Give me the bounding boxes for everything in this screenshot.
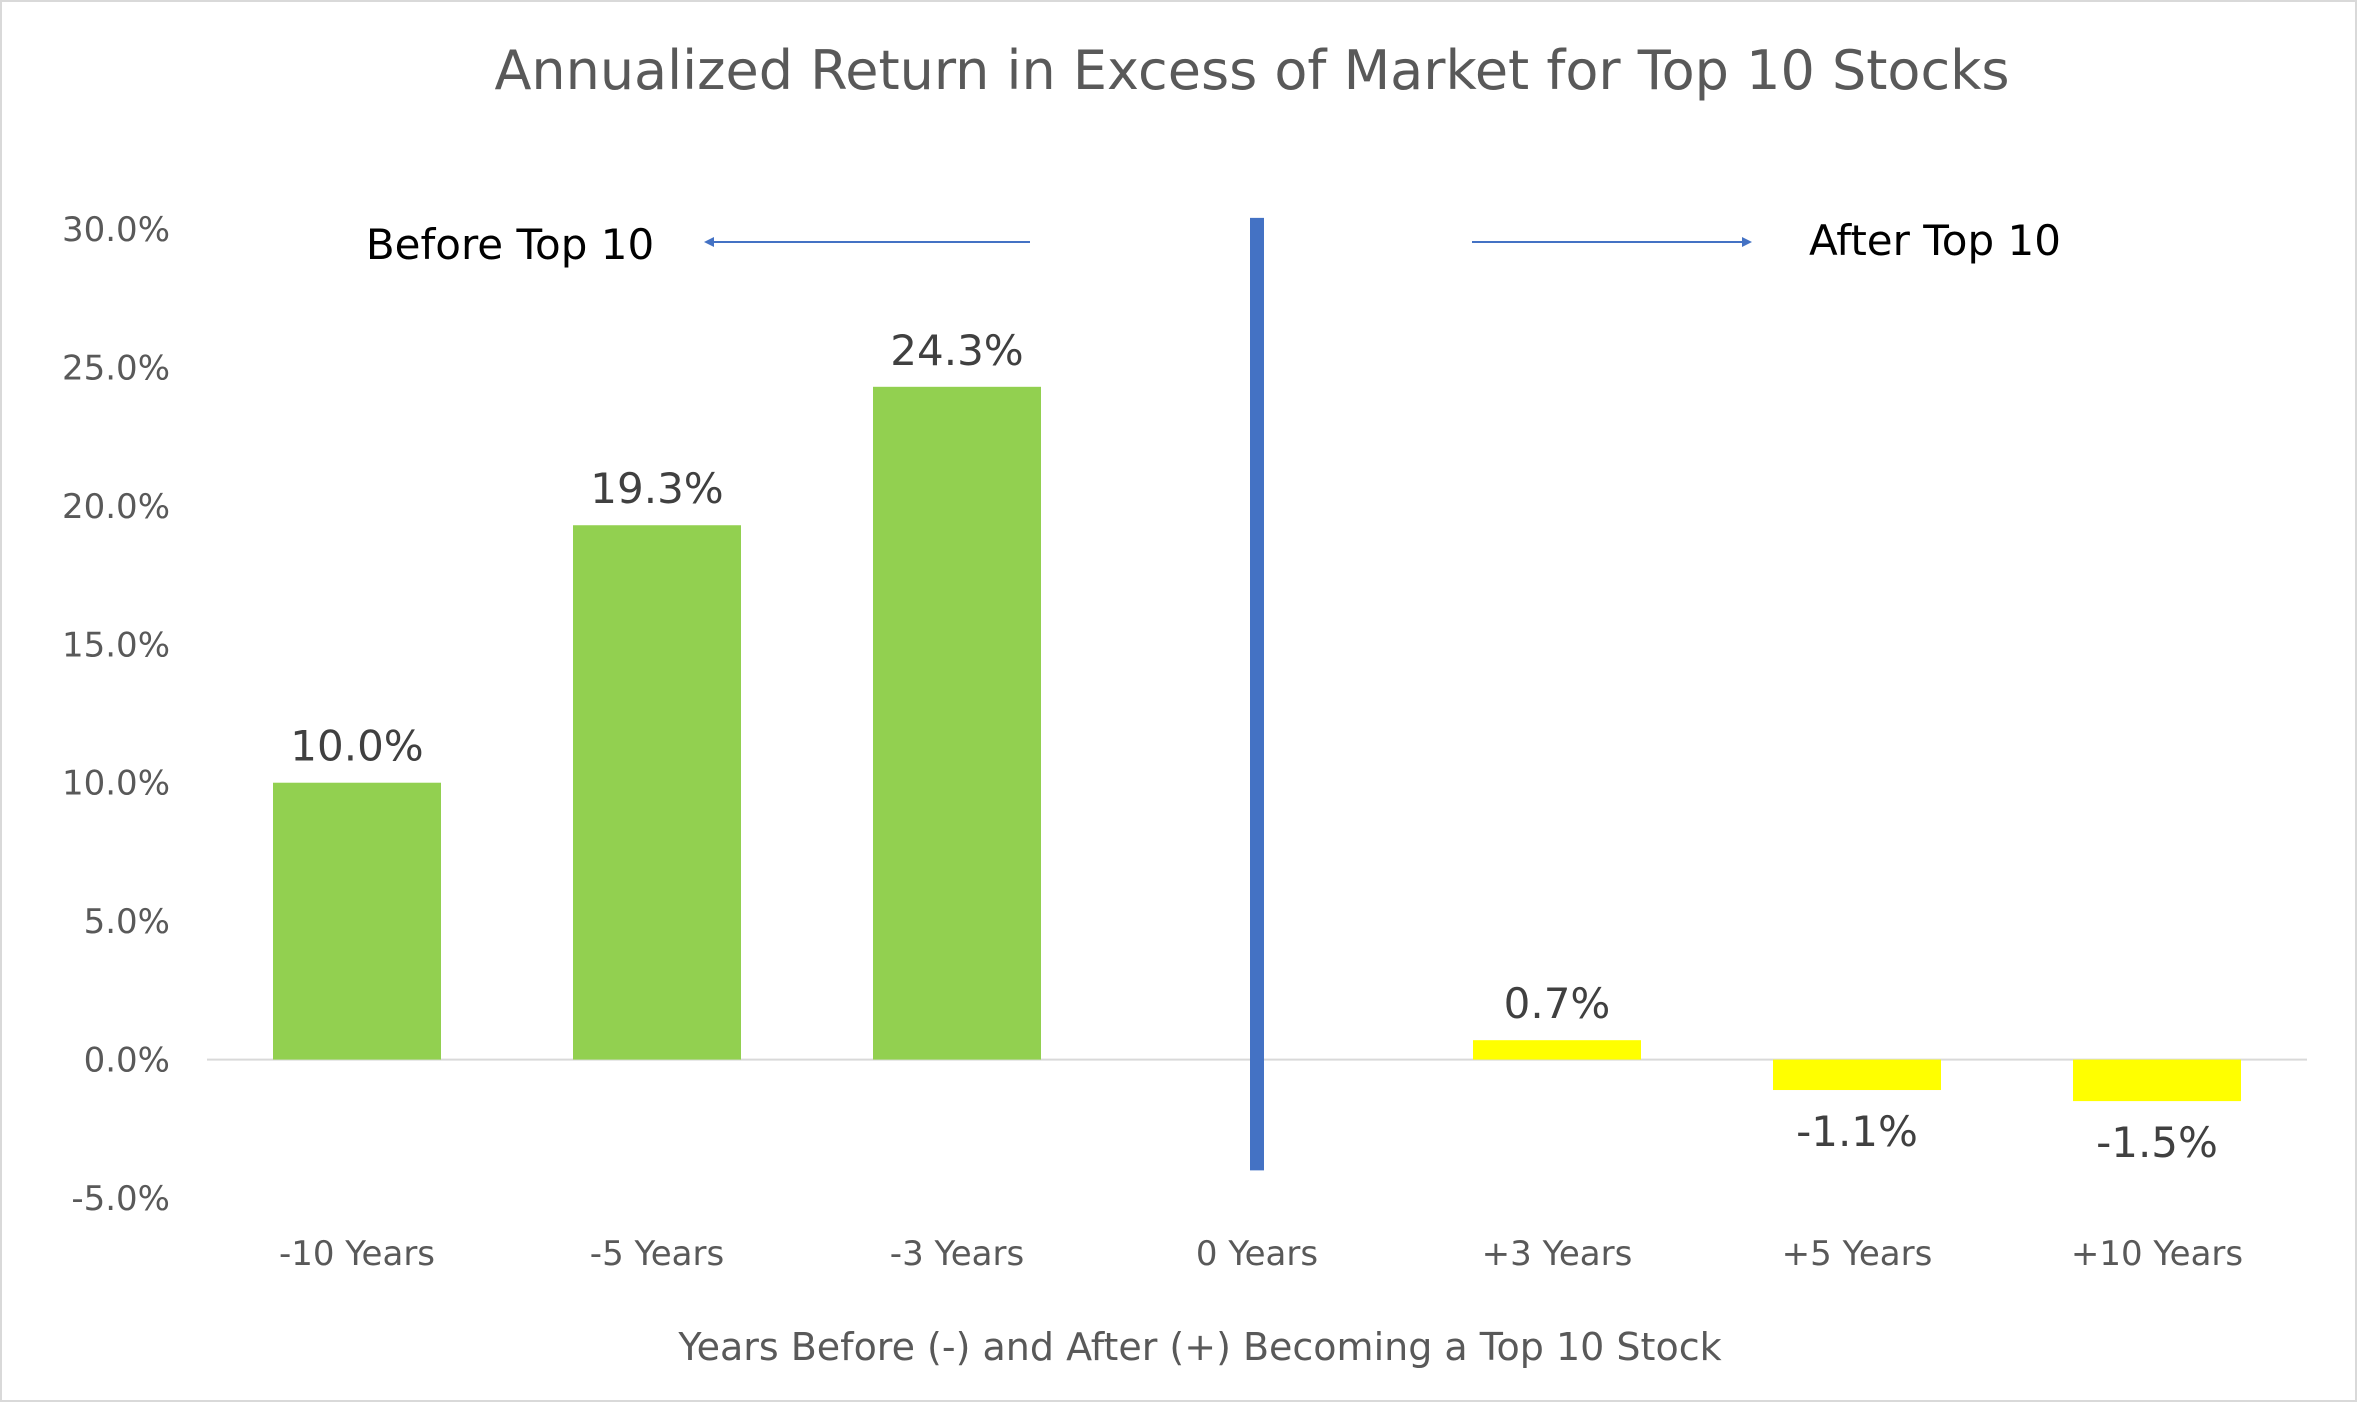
x-tick-label: +10 Years [2071,1234,2243,1274]
y-tick-label: -5.0% [71,1179,170,1219]
bar [1773,1059,1941,1091]
x-tick-label: -5 Years [590,1234,724,1274]
bar [873,386,1041,1060]
bar [1473,1040,1641,1060]
chart-title: Annualized Return in Excess of Market fo… [494,39,2009,102]
data-label: -1.1% [1796,1107,1918,1156]
data-label: 0.7% [1504,979,1611,1028]
data-labels-group: 10.0% 19.3% 24.3% 0.7% -1.1% -1.5% [290,326,2218,1167]
y-tick-label: 15.0% [62,625,170,665]
y-tick-label: 25.0% [62,348,170,388]
bar [273,782,441,1060]
data-label: 19.3% [590,464,723,513]
before-top10-annotation: Before Top 10 [366,220,654,269]
y-tick-label: 20.0% [62,487,170,527]
x-tick-label: +5 Years [1782,1234,1933,1274]
bar [573,525,741,1060]
x-tick-label: -10 Years [279,1234,435,1274]
y-tick-label: 30.0% [62,210,170,250]
x-axis-label: Years Before (-) and After (+) Becoming … [677,1325,1721,1369]
data-label: -1.5% [2096,1118,2218,1167]
y-tick-label: 10.0% [62,764,170,804]
x-tick-label: 0 Years [1196,1234,1318,1274]
bar [2073,1059,2241,1102]
x-axis-ticks: -10 Years -5 Years -3 Years 0 Years +3 Years… [279,1234,2243,1274]
y-axis-ticks: 30.0% 25.0% 20.0% 15.0% 10.0% 5.0% 0.0% -5.0% [62,210,170,1219]
after-top10-annotation: After Top 10 [1809,216,2061,265]
y-tick-label: 0.0% [84,1041,170,1081]
data-label: 10.0% [290,722,423,771]
y-tick-label: 5.0% [84,902,170,942]
x-tick-label: -3 Years [890,1234,1024,1274]
data-label: 24.3% [890,326,1023,375]
bars-group [273,386,2241,1102]
x-tick-label: +3 Years [1482,1234,1633,1274]
